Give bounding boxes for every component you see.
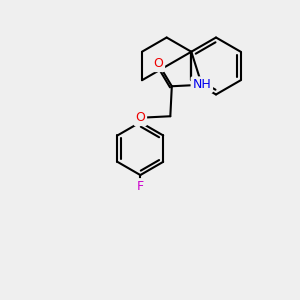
Text: O: O (135, 111, 145, 124)
Text: NH: NH (192, 78, 211, 91)
Text: O: O (153, 57, 163, 70)
Text: F: F (137, 180, 144, 193)
